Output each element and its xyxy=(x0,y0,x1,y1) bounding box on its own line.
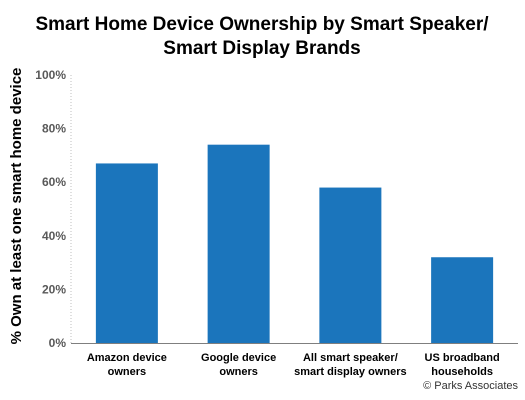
x-category-label: Google device xyxy=(201,352,276,364)
x-axis-categories: Amazon device owners Google device owners Al… xyxy=(87,352,500,378)
y-tick-label: 40% xyxy=(42,229,66,243)
y-tick-label: 20% xyxy=(42,282,66,296)
x-category-label: smart display owners xyxy=(294,366,407,378)
y-axis-ticks: 0% 20% 40% 60% 80% 100% xyxy=(35,68,66,350)
bar xyxy=(95,163,158,343)
y-tick-label: 0% xyxy=(49,336,67,350)
x-category-label: US broadband xyxy=(425,352,500,364)
x-category-label: All smart speaker/ xyxy=(303,352,398,364)
y-tick-label: 80% xyxy=(42,122,66,136)
x-category-label: owners xyxy=(108,366,147,378)
bars xyxy=(95,144,494,343)
y-tick-label: 100% xyxy=(35,68,66,82)
x-category-label: owners xyxy=(219,366,258,378)
y-axis-label: % Own at least one smart home device xyxy=(8,68,25,345)
x-category-label: households xyxy=(431,366,493,378)
credit-text: © Parks Associates xyxy=(423,380,518,392)
bar xyxy=(319,187,382,343)
bar xyxy=(431,257,494,343)
chart-title-line-2: Smart Display Brands xyxy=(163,38,360,59)
y-tick-label: 60% xyxy=(42,175,66,189)
x-category-label: Amazon device xyxy=(87,352,167,364)
chart-title-line-1: Smart Home Device Ownership by Smart Spe… xyxy=(35,14,489,35)
bar xyxy=(207,144,270,343)
